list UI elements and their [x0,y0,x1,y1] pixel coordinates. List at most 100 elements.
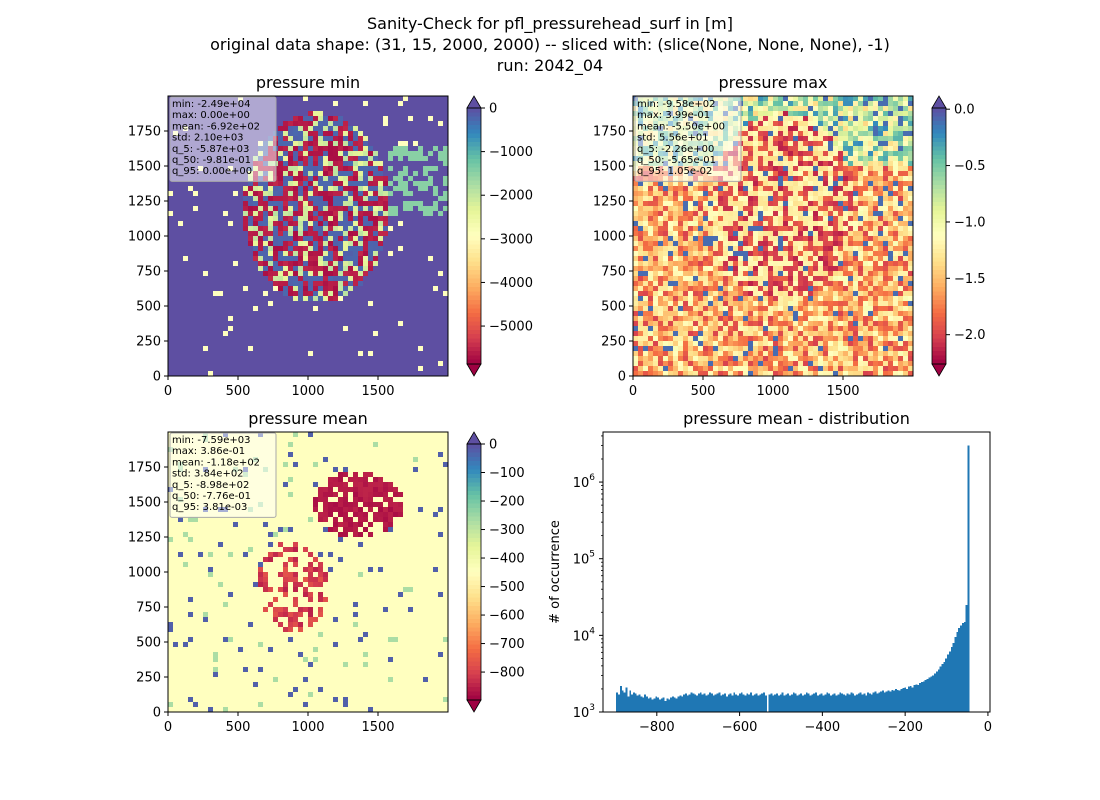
heatmap-cell [678,216,684,222]
heatmap-cell [748,166,754,172]
heatmap-cell [678,191,684,197]
heatmap-cell [773,216,779,222]
heatmap-cell [373,366,379,372]
heatmap-cell [228,271,234,277]
heatmap-cell [773,186,779,192]
heatmap-cell [398,241,404,247]
heatmap-cell [848,146,854,152]
heatmap-cell [278,191,284,197]
heatmap-cell [803,96,809,102]
heatmap-cell [438,281,444,287]
heatmap-cell [823,126,829,132]
heatmap-cell [648,251,654,257]
heatmap-cell [743,196,749,202]
heatmap-cell [168,231,174,237]
heatmap-cell [348,146,354,152]
heatmap-cell [433,136,439,142]
heatmap-cell [238,276,244,282]
heatmap-cell [223,246,229,252]
heatmap-cell [908,106,914,112]
heatmap-cell [248,261,254,267]
heatmap-cell [813,211,819,217]
heatmap-cell [358,176,364,182]
heatmap-cell [658,201,664,207]
heatmap-cell [858,241,864,247]
heatmap-cell [768,206,774,212]
heatmap-cell [383,151,389,157]
heatmap-cell [258,356,264,362]
heatmap-cell [778,241,784,247]
heatmap-cell [173,201,179,207]
heatmap-cell [833,181,839,187]
heatmap-cell [803,106,809,112]
heatmap-cell [678,181,684,187]
heatmap-cell [423,256,429,262]
heatmap-cell [283,331,289,337]
heatmap-cell [363,301,369,307]
heatmap-cell [228,281,234,287]
heatmap-cell [773,246,779,252]
heatmap-cell [218,281,224,287]
heatmap-cell [308,281,314,287]
heatmap-cell [763,101,769,107]
heatmap-cell [658,221,664,227]
heatmap-cell [758,231,764,237]
heatmap-cell [908,171,914,177]
heatmap-cell [428,196,434,202]
heatmap-cell [328,361,334,367]
heatmap-cell [773,131,779,137]
heatmap-cell [788,151,794,157]
heatmap-cell [368,361,374,367]
heatmap-cell [793,216,799,222]
heatmap-cell [428,126,434,132]
heatmap-cell [193,286,199,292]
heatmap-cell [798,166,804,172]
heatmap-cell [758,196,764,202]
heatmap-cell [213,196,219,202]
heatmap-cell [188,246,194,252]
heatmap-cell [293,281,299,287]
heatmap-cell [233,261,239,267]
heatmap-cell [168,306,174,312]
heatmap-cell [713,186,719,192]
heatmap-cell [833,121,839,127]
heatmap-cell [883,141,889,147]
heatmap-cell [168,366,174,372]
heatmap-cell [363,291,369,297]
heatmap-cell [828,211,834,217]
heatmap-cell [443,171,449,177]
heatmap-cell [273,341,279,347]
heatmap-cell [903,146,909,152]
heatmap-cell [213,346,219,352]
heatmap-cell [308,306,314,312]
heatmap-cell [788,241,794,247]
heatmap-cell [228,221,234,227]
heatmap-cell [893,236,899,242]
heatmap-cell [738,246,744,252]
heatmap-cell [343,106,349,112]
heatmap-cell [808,101,814,107]
heatmap-cell [708,196,714,202]
heatmap-cell [753,226,759,232]
heatmap-cell [373,96,379,102]
heatmap-cell [428,201,434,207]
heatmap-cell [358,366,364,372]
heatmap-cell [183,236,189,242]
heatmap-cell [353,321,359,327]
heatmap-cell [773,156,779,162]
heatmap-cell [283,256,289,262]
heatmap-cell [413,251,419,257]
heatmap-cell [803,246,809,252]
heatmap-cell [688,246,694,252]
heatmap-cell [428,151,434,157]
heatmap-cell [443,146,449,152]
heatmap-cell [848,156,854,162]
heatmap-cell [233,301,239,307]
heatmap-cell [758,216,764,222]
heatmap-cell [413,311,419,317]
heatmap-cell [433,246,439,252]
heatmap-cell [228,351,234,357]
heatmap-cell [398,316,404,322]
heatmap-cell [383,286,389,292]
heatmap-cell [808,156,814,162]
